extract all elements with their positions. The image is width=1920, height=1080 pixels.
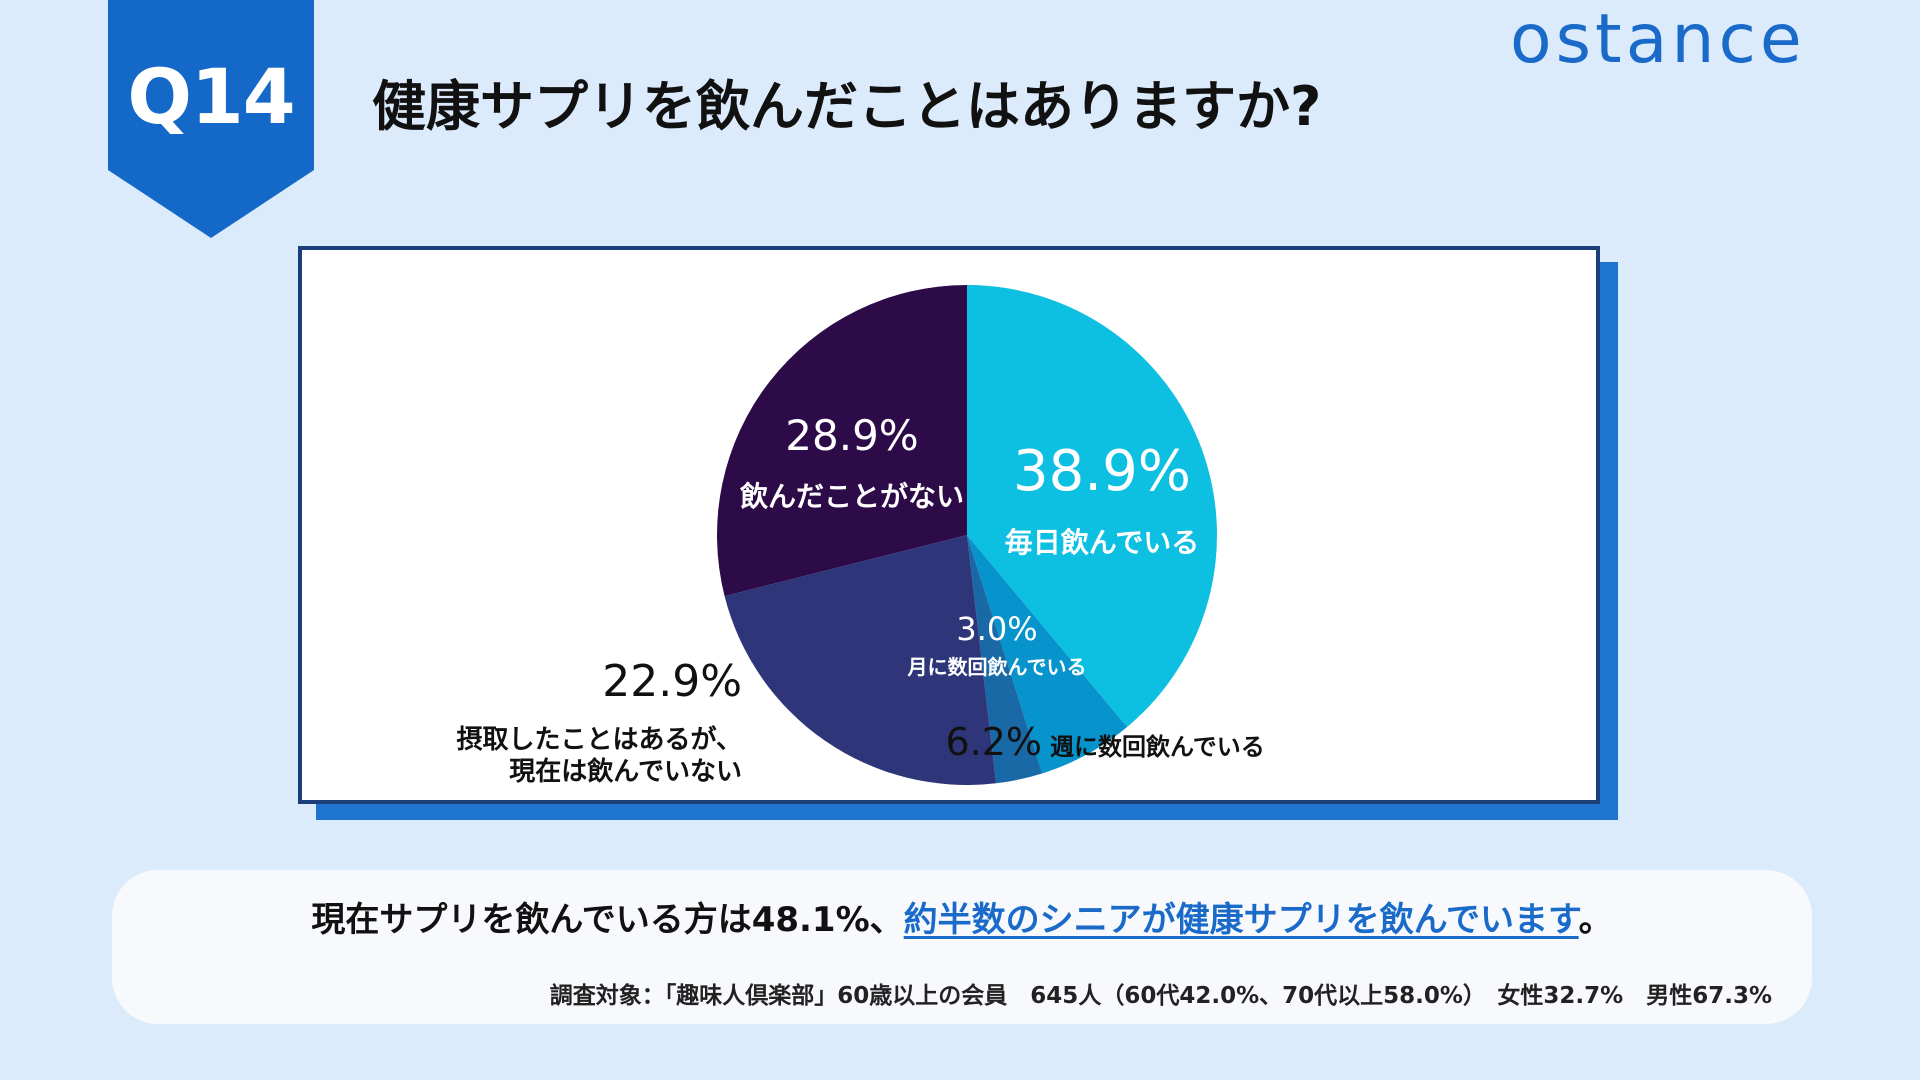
page-title: 健康サプリを飲んだことはありますか? — [372, 75, 1322, 138]
slice-value-label: 3.0% — [956, 610, 1037, 648]
summary-text: 現在サプリを飲んでいる方は48.1%、約半数のシニアが健康サプリを飲んでいます。 — [112, 892, 1812, 941]
pie-slice — [724, 535, 997, 785]
slice-category-label: 飲んだことがない — [740, 480, 964, 513]
brand-logo: ostance — [1510, 0, 1806, 79]
pie-slice — [967, 535, 1128, 774]
slice-category-label: 摂取したことはあるが、 — [457, 724, 742, 755]
slice-category-label: 週に数回飲んでいる — [1050, 733, 1265, 761]
slice-value-label: 22.9% — [602, 656, 742, 707]
summary-highlight: 約半数のシニアが健康サプリを飲んでいます — [903, 900, 1579, 940]
summary-suffix: 。 — [1578, 900, 1613, 940]
pie-chart: 38.9% 毎日飲んでいる 6.2% 週に数回飲んでいる 3.0% 月に数回飲んでいる 22… — [457, 285, 1265, 787]
pie-slice — [967, 535, 1043, 784]
slice-category-label: 現在は飲んでいない — [509, 756, 742, 787]
survey-note: 調査対象：「趣味人倶楽部」60歳以上の会員 645人（60代42.0%、70代以… — [549, 983, 1772, 1009]
pie-slice — [717, 285, 967, 597]
chart-panel: 38.9% 毎日飲んでいる 6.2% 週に数回飲んでいる 3.0% 月に数回飲んでいる 22… — [298, 246, 1600, 804]
slice-value-label: 6.2% — [945, 720, 1042, 764]
slice-category-label: 毎日飲んでいる — [1005, 526, 1200, 559]
question-number: Q14 — [127, 52, 295, 141]
slice-value-label: 38.9% — [1013, 439, 1191, 504]
slice-value-label: 28.9% — [785, 411, 918, 460]
question-badge: Q14 — [108, 0, 314, 238]
summary-prefix: 現在サプリを飲んでいる方は48.1%、 — [311, 900, 904, 940]
slice-category-label: 月に数回飲んでいる — [907, 655, 1087, 679]
pie-slice — [967, 285, 1217, 728]
summary-box: 現在サプリを飲んでいる方は48.1%、約半数のシニアが健康サプリを飲んでいます。… — [112, 870, 1812, 1024]
